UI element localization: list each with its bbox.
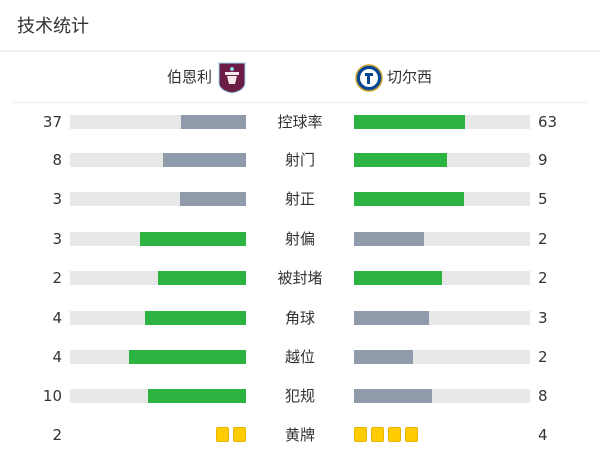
home-value: 37 bbox=[42, 113, 62, 131]
away-bar-track bbox=[354, 153, 530, 167]
stat-row: 37 控球率 63 bbox=[0, 112, 600, 132]
divider bbox=[12, 102, 588, 103]
away-bar-fill bbox=[354, 389, 433, 403]
home-bar-fill bbox=[140, 232, 246, 246]
away-bar-fill bbox=[354, 271, 442, 285]
stat-row: 3 射正 5 bbox=[0, 189, 600, 209]
home-bar-fill bbox=[148, 389, 246, 403]
away-bar-fill bbox=[354, 192, 464, 206]
stat-label: 射正 bbox=[284, 190, 315, 208]
away-bar-fill bbox=[354, 153, 448, 167]
away-bar-fill bbox=[354, 311, 430, 325]
home-bar-track bbox=[70, 232, 246, 246]
away-value: 8 bbox=[538, 387, 548, 405]
away-value: 9 bbox=[538, 151, 548, 169]
chelsea-crest-icon[interactable] bbox=[355, 62, 383, 94]
home-bar-track bbox=[70, 271, 246, 285]
away-bar-track bbox=[354, 115, 530, 129]
stat-row: 4 越位 2 bbox=[0, 347, 600, 367]
home-value: 3 bbox=[52, 230, 62, 248]
home-bar-fill bbox=[128, 350, 246, 364]
stat-label: 黄牌 bbox=[284, 426, 315, 444]
home-value: 4 bbox=[52, 309, 62, 327]
home-value: 8 bbox=[52, 151, 62, 169]
home-bar-fill bbox=[163, 153, 246, 167]
stat-row: 10 犯规 8 bbox=[0, 386, 600, 406]
home-bar-fill bbox=[158, 271, 246, 285]
away-bar-fill bbox=[354, 115, 465, 129]
home-bar-fill bbox=[180, 115, 246, 129]
away-bar-fill bbox=[354, 232, 425, 246]
away-cards bbox=[354, 427, 418, 442]
yellow-card-icon bbox=[388, 427, 401, 442]
burnley-crest-icon[interactable] bbox=[218, 62, 246, 94]
away-team-name[interactable]: 切尔西 bbox=[387, 68, 433, 86]
home-value: 10 bbox=[42, 387, 62, 405]
away-value: 2 bbox=[538, 230, 548, 248]
stat-row: 2 被封堵 2 bbox=[0, 268, 600, 288]
away-bar-track bbox=[354, 271, 530, 285]
away-bar-track bbox=[354, 350, 530, 364]
away-value: 63 bbox=[538, 113, 558, 131]
home-bar-track bbox=[70, 153, 246, 167]
yellow-card-icon bbox=[216, 427, 229, 442]
stat-row: 3 射偏 2 bbox=[0, 229, 600, 249]
yellow-card-icon bbox=[233, 427, 246, 442]
divider bbox=[0, 50, 600, 52]
home-bar-track bbox=[70, 311, 246, 325]
away-bar-fill bbox=[354, 350, 413, 364]
away-bar-track bbox=[354, 232, 530, 246]
stat-label: 射门 bbox=[284, 151, 315, 169]
stat-label: 射偏 bbox=[284, 230, 315, 248]
home-value: 2 bbox=[52, 426, 62, 444]
home-bar-fill bbox=[180, 192, 246, 206]
away-value: 2 bbox=[538, 348, 548, 366]
yellow-card-icon bbox=[354, 427, 367, 442]
home-bar-track bbox=[70, 389, 246, 403]
home-team-name[interactable]: 伯恩利 bbox=[166, 68, 212, 86]
home-value: 4 bbox=[52, 348, 62, 366]
home-value: 3 bbox=[52, 190, 62, 208]
teams-header: 伯恩利 切尔西 bbox=[0, 52, 600, 102]
away-value: 5 bbox=[538, 190, 548, 208]
stat-label: 越位 bbox=[284, 348, 315, 366]
home-bar-fill bbox=[145, 311, 246, 325]
away-value: 3 bbox=[538, 309, 548, 327]
away-bar-track bbox=[354, 389, 530, 403]
away-value: 2 bbox=[538, 269, 548, 287]
yellow-card-icon bbox=[371, 427, 384, 442]
yellow-card-icon bbox=[405, 427, 418, 442]
stat-row: 4 角球 3 bbox=[0, 308, 600, 328]
away-bar-track bbox=[354, 192, 530, 206]
home-cards bbox=[216, 427, 246, 442]
stat-label: 角球 bbox=[284, 309, 315, 327]
stat-row: 2 黄牌 4 bbox=[0, 425, 600, 445]
home-bar-track bbox=[70, 115, 246, 129]
page-title: 技术统计 bbox=[17, 16, 89, 37]
home-bar-track bbox=[70, 350, 246, 364]
away-bar-track bbox=[354, 311, 530, 325]
stat-label: 控球率 bbox=[277, 113, 323, 131]
stat-row: 8 射门 9 bbox=[0, 150, 600, 170]
away-value: 4 bbox=[538, 426, 548, 444]
stat-label: 犯规 bbox=[284, 387, 315, 405]
stat-label: 被封堵 bbox=[277, 269, 323, 287]
home-value: 2 bbox=[52, 269, 62, 287]
home-bar-track bbox=[70, 192, 246, 206]
